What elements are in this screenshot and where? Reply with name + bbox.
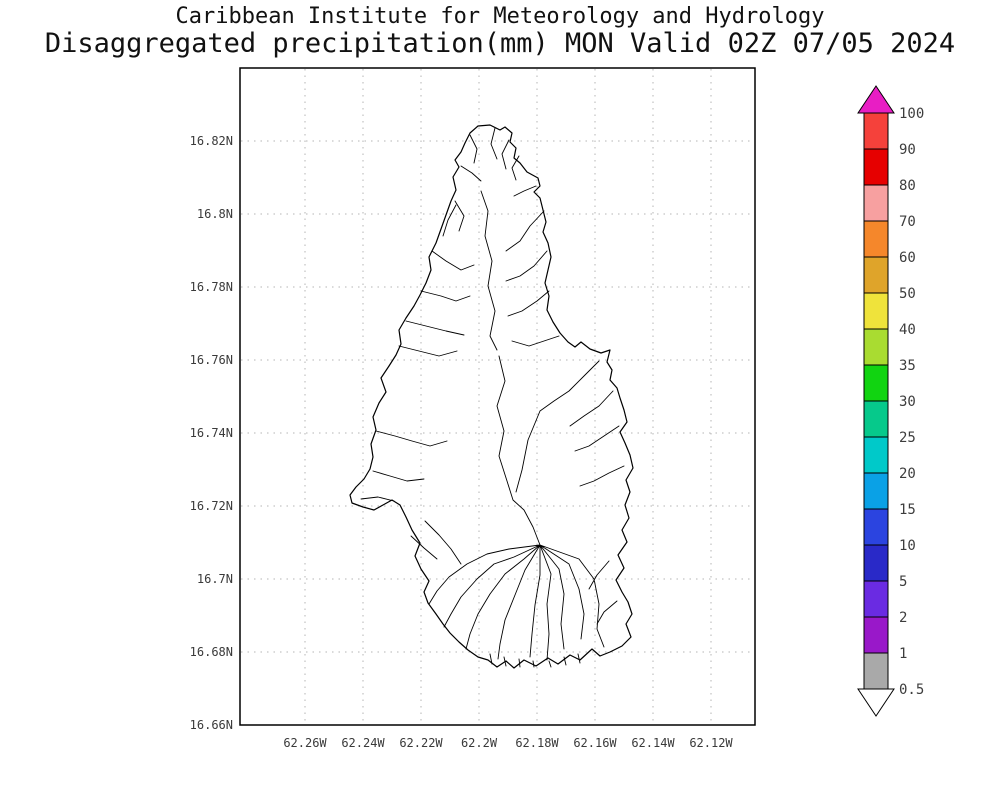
lat-tick-label: 16.8N	[197, 207, 233, 221]
chart-subtitle: Disaggregated precipitation(mm) MON Vali…	[44, 28, 956, 59]
colorbar-band-label: 25	[899, 430, 916, 446]
colorbar-band-label: 90	[899, 142, 916, 158]
drainage-network	[360, 127, 625, 668]
lon-tick-label: 62.16W	[573, 736, 617, 750]
colorbar-band-label: 0.5	[899, 682, 924, 698]
colorbar-band	[863, 112, 889, 150]
colorbar-band-label: 40	[899, 322, 916, 338]
colorbar-band	[863, 184, 889, 222]
colorbar: 100 90 80 70 60 50 40 35 30 25 20 15 10 5 2 1 0.5	[857, 85, 924, 717]
grid-layer	[241, 69, 754, 726]
colorbar-band	[863, 652, 889, 690]
colorbar-band	[863, 472, 889, 510]
page-title: Caribbean Institute for Meteorology and …	[175, 4, 825, 29]
colorbar-arrow-up	[857, 85, 895, 114]
colorbar-band-label: 5	[899, 574, 907, 590]
colorbar-band	[863, 508, 889, 546]
lat-tick-label: 16.82N	[190, 134, 233, 148]
lat-tick-label: 16.74N	[190, 426, 233, 440]
colorbar-band-label: 20	[899, 466, 916, 482]
lat-tick-label: 16.72N	[190, 499, 233, 513]
colorbar-band	[863, 328, 889, 366]
colorbar-band	[863, 364, 889, 402]
lon-tick-label: 62.22W	[399, 736, 443, 750]
lat-tick-label: 16.66N	[190, 718, 233, 732]
lon-tick-label: 62.18W	[515, 736, 559, 750]
colorbar-band	[863, 148, 889, 186]
colorbar-band	[863, 256, 889, 294]
colorbar-band-label: 60	[899, 250, 916, 266]
colorbar-band-label: 70	[899, 214, 916, 230]
lon-tick-label: 62.2W	[461, 736, 498, 750]
colorbar-band	[863, 400, 889, 438]
colorbar-band-label: 35	[899, 358, 916, 374]
island-outline	[349, 124, 634, 669]
colorbar-band	[863, 544, 889, 582]
colorbar-band-label: 100	[899, 106, 924, 122]
lat-tick-label: 16.7N	[197, 572, 233, 586]
colorbar-band-label: 10	[899, 538, 916, 554]
lat-tick-label: 16.68N	[190, 645, 233, 659]
colorbar-band-label: 2	[899, 610, 907, 626]
lat-tick-label: 16.78N	[190, 280, 233, 294]
axis-label-layer: 16.82N 16.8N 16.78N 16.76N 16.74N 16.72N 16.7N…	[190, 134, 734, 750]
colorbar-band-label: 1	[899, 646, 907, 662]
colorbar-band-label: 50	[899, 286, 916, 302]
colorbar-band-label: 30	[899, 394, 916, 410]
lat-tick-label: 16.76N	[190, 353, 233, 367]
colorbar-band-label: 80	[899, 178, 916, 194]
colorbar-band	[863, 616, 889, 654]
colorbar-band	[863, 580, 889, 618]
lon-tick-label: 62.26W	[283, 736, 327, 750]
lon-tick-label: 62.12W	[689, 736, 733, 750]
colorbar-band	[863, 436, 889, 474]
colorbar-band	[863, 220, 889, 258]
colorbar-band-label: 15	[899, 502, 916, 518]
lon-tick-label: 62.24W	[341, 736, 385, 750]
lon-tick-label: 62.14W	[631, 736, 675, 750]
colorbar-arrow-down	[857, 688, 895, 717]
plot-border	[239, 67, 756, 726]
colorbar-band	[863, 292, 889, 330]
